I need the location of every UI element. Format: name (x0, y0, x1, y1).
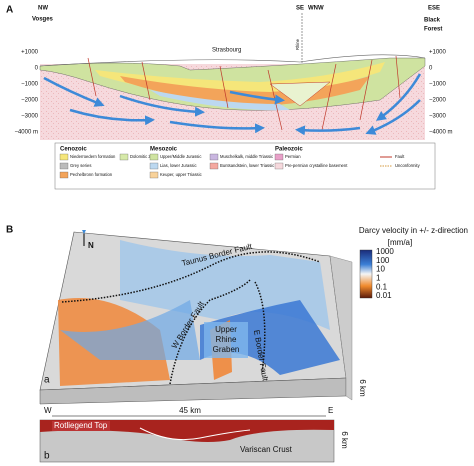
layer-label: Rotliegend Top (54, 421, 108, 430)
layer (150, 90, 290, 111)
label-bg (52, 421, 110, 431)
flow-arrows (43, 73, 422, 136)
axis-label: 0 (35, 66, 39, 72)
axis-label: +1000 (429, 50, 447, 56)
axis-label: +1000 (21, 50, 39, 56)
colorbar-tick: 1 (376, 274, 381, 283)
colorbar (359, 249, 373, 299)
fault-line (169, 279, 251, 385)
axis-label: −4000 m (429, 130, 453, 136)
river: Rhine (295, 38, 300, 50)
axis-label: −1000 (21, 82, 39, 88)
legend-item: Fault (395, 154, 405, 159)
legend-swatch (274, 153, 284, 161)
legend-item: Niederroedern formation (70, 154, 116, 159)
legend-item: Grey series (70, 163, 91, 168)
fault-line (254, 281, 266, 375)
axis-label: −2000 (21, 98, 39, 104)
colorbar-tick: 100 (376, 256, 390, 265)
rotliegend-band (40, 420, 334, 442)
axis-label: −3000 (21, 114, 39, 120)
legend-heading: Mesozoic (150, 147, 178, 153)
direction: E (328, 406, 333, 415)
legend-item: Pre-permian crystalline basement (285, 163, 348, 168)
graben-fill (269, 81, 331, 107)
legend-item: Dolomitic zone (130, 154, 158, 159)
flow-blue (60, 300, 200, 360)
surface (39, 54, 426, 67)
legend-item: Muschelkalk, middle Triassic (220, 154, 273, 159)
graben-label: Graben (213, 345, 240, 354)
graben-label: Upper (215, 325, 237, 334)
axis-label: 0 (429, 66, 433, 72)
legend-swatch (209, 153, 219, 161)
direction: SE (296, 6, 304, 12)
streamline (139, 427, 251, 441)
legend-item: Upper/Middle Jurassic (160, 154, 201, 159)
legend-item: Keuper, upper Triassic (160, 172, 202, 177)
place: Black (424, 18, 441, 24)
panel-label: B (6, 225, 13, 236)
legend-heading: Paleozoic (275, 147, 303, 153)
place: Vosges (32, 17, 54, 23)
legend-swatch (119, 153, 129, 161)
colorbar-tick: 1000 (376, 247, 394, 256)
legend-item: Unconformity (395, 163, 421, 168)
panel-label: A (6, 5, 13, 16)
faults (87, 55, 401, 131)
legend-swatch (209, 162, 219, 170)
place: Strasbourg (212, 48, 241, 54)
legend-swatch (149, 153, 159, 161)
legend-heading: Cenozoic (60, 147, 87, 153)
north: N (88, 241, 94, 250)
depth: 6 km (340, 431, 349, 449)
sub-label: a (44, 375, 50, 386)
direction: NW (38, 6, 48, 12)
axis-label: −1000 (429, 82, 447, 88)
colorbar-title: Darcy velocity in +/- z-direction (359, 226, 468, 235)
legend-swatch (149, 171, 159, 179)
flow-blue (200, 300, 340, 375)
colorbar-tick: 10 (376, 265, 385, 274)
colorbar-unit: [mm/a] (388, 238, 412, 247)
axis-label: −4000 m (14, 130, 38, 136)
direction: ESE (428, 6, 440, 12)
place: Forest (424, 27, 442, 33)
direction: WNW (308, 6, 324, 12)
legend-swatch (149, 162, 159, 170)
axis-label: −2000 (429, 98, 447, 104)
legend-swatch (274, 162, 284, 170)
legend-item: Buntsandstein, lower Triassic (220, 163, 274, 168)
direction: W (44, 406, 52, 415)
legend-item: Lias, lower Jurassic (160, 163, 197, 168)
block-side (329, 255, 353, 401)
graben-label: Rhine (216, 335, 237, 344)
colorbar-tick: 0.01 (376, 291, 392, 300)
colorbar-tick: 0.1 (376, 282, 388, 291)
axis-label: −3000 (429, 114, 447, 120)
layer-label: Variscan Crust (240, 445, 293, 454)
legend-item: Pechelbronn formation (70, 172, 113, 177)
sub-label: b (44, 451, 50, 462)
fault-line (61, 251, 321, 303)
legend-item: Permian (285, 154, 301, 159)
legend-swatch (59, 171, 69, 179)
legend-box (54, 142, 436, 190)
width: 45 km (179, 406, 201, 415)
label-bg (204, 322, 248, 358)
depth: 6 km (358, 379, 367, 397)
legend-swatch (59, 162, 69, 170)
legend-swatch (59, 153, 69, 161)
